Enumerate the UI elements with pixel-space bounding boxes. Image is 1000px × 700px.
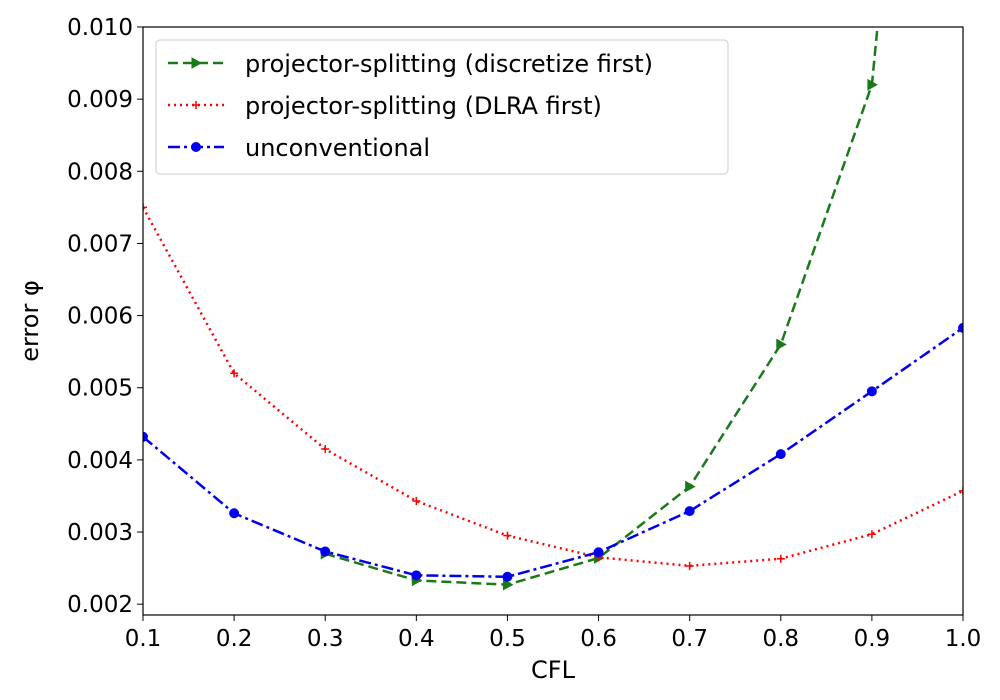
x-tick-label: 0.3: [307, 626, 344, 652]
legend-label: unconventional: [245, 134, 430, 162]
x-tick-label: 0.1: [125, 626, 162, 652]
data-point: [958, 322, 963, 333]
x-axis: 0.1 0.2 0.3 0.4 0.5 0.6 0.7 0.8 0.9 1.0: [125, 615, 982, 652]
legend-item-2: projector-splitting (DLRA first): [168, 92, 602, 120]
x-tick-label: 1.0: [945, 626, 982, 652]
data-point: [959, 486, 963, 495]
data-point: [684, 506, 695, 517]
legend-marker: [192, 101, 200, 109]
y-tick-label: 0.005: [67, 376, 133, 402]
data-point: [776, 338, 787, 351]
x-tick-label: 0.9: [854, 626, 891, 652]
data-point: [412, 497, 421, 506]
data-point: [685, 561, 694, 570]
series-1: [320, 27, 879, 591]
series-line: [143, 206, 963, 568]
data-point: [503, 531, 512, 540]
x-tick-label: 0.4: [398, 626, 435, 652]
legend-item-1: projector-splitting (discretize first): [168, 50, 653, 78]
plot-frame: [142, 26, 964, 616]
x-tick-label: 0.6: [580, 626, 617, 652]
legend-marker: [191, 57, 203, 69]
x-tick-label: 0.5: [489, 626, 526, 652]
data-point: [320, 546, 331, 557]
data-point: [230, 369, 239, 378]
y-tick-label: 0.008: [67, 159, 133, 185]
legend-label: projector-splitting (discretize first): [245, 50, 653, 78]
legend-label: projector-splitting (DLRA first): [245, 92, 602, 120]
data-point: [411, 570, 422, 581]
data-point: [229, 508, 240, 519]
x-tick-label: 0.2: [216, 626, 253, 652]
legend: projector-splitting (discretize first) pr…: [155, 39, 729, 175]
x-axis-label: CFL: [531, 656, 576, 684]
y-tick-label: 0.002: [67, 592, 133, 618]
series-3: [143, 322, 963, 582]
data-point: [685, 480, 696, 493]
data-point: [593, 547, 604, 558]
legend-item-3: unconventional: [168, 134, 430, 162]
y-tick-label: 0.010: [67, 15, 133, 41]
data-point: [776, 554, 785, 563]
series-line: [143, 326, 963, 579]
y-axis: 0.002 0.003 0.004 0.005 0.006 0.007 0.008 0.009…: [67, 15, 143, 618]
series-line: [324, 27, 879, 586]
legend-marker: [191, 142, 201, 152]
y-tick-label: 0.004: [67, 448, 133, 474]
data-point: [143, 431, 148, 442]
data-point: [321, 445, 330, 454]
data-point: [502, 578, 514, 591]
data-point: [867, 78, 878, 91]
y-tick-label: 0.009: [67, 87, 133, 113]
y-tick-label: 0.007: [67, 231, 133, 257]
x-tick-label: 0.8: [762, 626, 799, 652]
x-tick-label: 0.7: [671, 626, 708, 652]
data-point: [866, 386, 877, 397]
data-point: [502, 571, 513, 582]
data-point: [867, 530, 876, 539]
data-point: [143, 203, 147, 212]
y-axis-label: error φ: [16, 280, 44, 362]
legend-box: [155, 39, 729, 175]
data-point: [775, 449, 786, 460]
y-tick-label: 0.006: [67, 304, 133, 330]
series-layer: [143, 27, 963, 591]
series-2: [143, 203, 963, 570]
y-tick-label: 0.003: [67, 520, 133, 546]
